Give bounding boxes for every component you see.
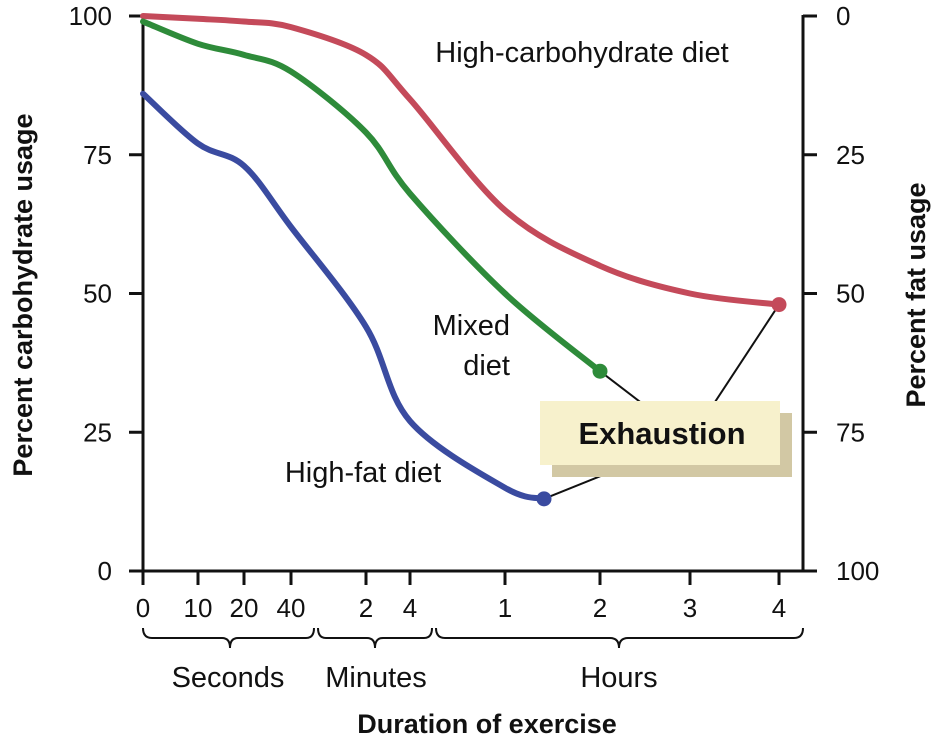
- series-label-high-fat: High-fat diet: [285, 457, 441, 489]
- series-label-mixed-line2: diet: [463, 350, 510, 382]
- hours-group-label: Hours: [580, 662, 657, 694]
- x-tick-label: 0: [136, 593, 150, 623]
- left-tick-label: 25: [83, 417, 112, 447]
- series-line-high-fat-diet: [140, 90, 547, 502]
- left-tick-group: 100 75 50 25 0: [69, 1, 143, 586]
- right-tick-label: 25: [836, 140, 865, 170]
- hours-brace: [435, 627, 804, 649]
- right-tick-label: 75: [836, 417, 865, 447]
- right-tick-label: 0: [836, 1, 850, 31]
- left-axis-title: Percent carbohydrate usage: [8, 113, 38, 476]
- exhaustion-box: [540, 401, 780, 465]
- minutes-group-label: Minutes: [325, 662, 427, 694]
- right-axis-title: Percent fat usage: [901, 182, 931, 407]
- seconds-group-label: Seconds: [172, 662, 285, 694]
- x-tick-label: 40: [277, 593, 306, 623]
- x-tick-label: 10: [184, 593, 213, 623]
- x-tick-label: 4: [772, 593, 786, 623]
- exhaustion-point-mixed-diet: [592, 363, 608, 379]
- left-tick-label: 0: [98, 556, 112, 586]
- x-tick-label: 2: [359, 593, 373, 623]
- series-line-high-carbohydrate-diet: [140, 13, 782, 308]
- x-tick-label: 1: [498, 593, 512, 623]
- series-line-mixed-diet: [140, 18, 603, 375]
- exhaustion-point-high-fat-diet: [536, 491, 552, 507]
- x-axis-title: Duration of exercise: [357, 709, 617, 739]
- right-tick-label: 100: [836, 556, 879, 586]
- x-tick-label: 20: [230, 593, 259, 623]
- series-group: [140, 13, 787, 507]
- right-tick-group: 0 25 50 75 100: [803, 1, 879, 586]
- x-tick-label: 3: [683, 593, 697, 623]
- series-label-high-carb: High-carbohydrate diet: [435, 37, 728, 69]
- seconds-brace: [142, 627, 315, 649]
- series-label-mixed-line1: Mixed: [433, 310, 510, 342]
- x-tick-label: 4: [403, 593, 417, 623]
- x-tick-group: 0 10 20 40 2 4 1 2 3 4: [136, 571, 786, 623]
- left-tick-label: 75: [83, 140, 112, 170]
- right-tick-label: 50: [836, 279, 865, 309]
- minutes-brace: [317, 627, 433, 649]
- left-tick-label: 50: [83, 279, 112, 309]
- x-tick-label: 2: [593, 593, 607, 623]
- exhaustion-point-high-carbohydrate-diet: [771, 297, 787, 313]
- left-tick-label: 100: [69, 1, 112, 31]
- exhaustion-label: Exhaustion: [578, 416, 745, 451]
